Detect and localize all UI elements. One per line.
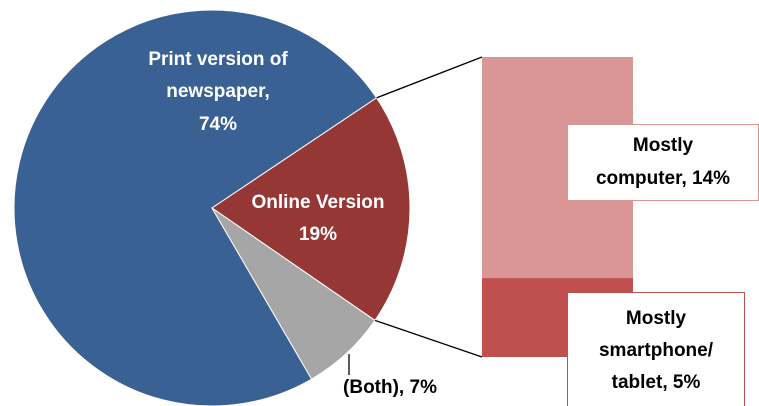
category-label: Print version of newspaper, bbox=[148, 49, 288, 103]
value-label: 19% bbox=[298, 224, 338, 246]
category-label: Mostly computer, bbox=[595, 135, 694, 189]
value-label: 14% bbox=[692, 167, 731, 189]
value-label: 7% bbox=[409, 377, 437, 398]
category-label: Online Version bbox=[251, 192, 385, 213]
connector bbox=[374, 319, 483, 358]
pie-slice bbox=[13, 9, 378, 406]
connector bbox=[376, 56, 483, 99]
value-label: 74% bbox=[198, 113, 238, 135]
category-label: (Both), bbox=[343, 377, 405, 398]
category-label: Mostly smartphone/ tablet, bbox=[598, 307, 714, 394]
slice-label: Print version of newspaper, 74% bbox=[108, 44, 328, 141]
pie-slice bbox=[211, 97, 411, 322]
slice-label: Online Version 19% bbox=[218, 187, 418, 252]
pie-slice bbox=[211, 207, 376, 380]
value-label: 5% bbox=[672, 372, 701, 394]
breakdown-label: Mostly smartphone/ tablet, 5% bbox=[567, 292, 745, 406]
slice-label: (Both), 7% bbox=[300, 372, 480, 404]
breakdown-label: Mostly computer, 14% bbox=[567, 124, 759, 201]
